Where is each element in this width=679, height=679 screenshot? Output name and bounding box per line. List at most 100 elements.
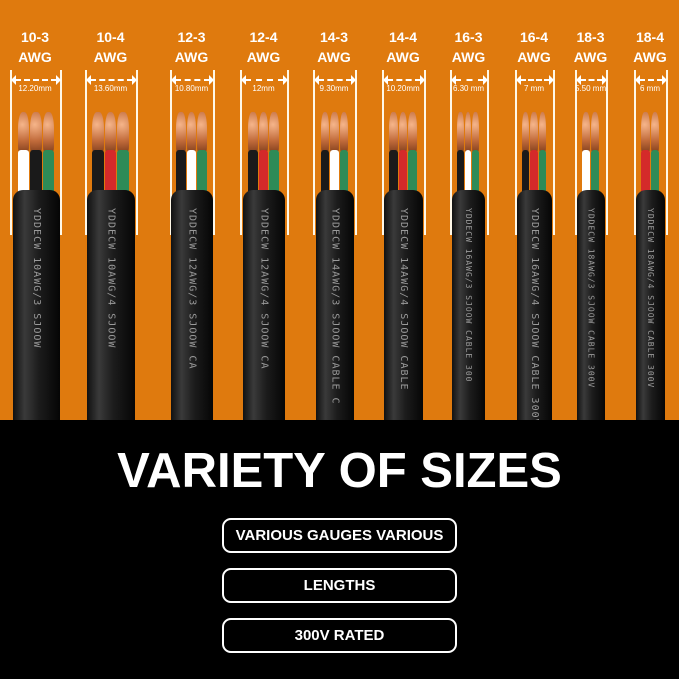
insulated-wire <box>522 150 530 195</box>
gauge-number: 14-3 <box>319 29 349 45</box>
insulated-wire <box>582 150 590 195</box>
dimension-arrow <box>516 75 554 85</box>
cable-print: YDDECW 16AWG/4 SJOOW CABLE 300V <box>529 208 540 426</box>
cable-jacket: YDDECW 14AWG/4 SJOOW CABLE <box>384 190 423 422</box>
dimension-line-left <box>450 70 452 235</box>
gauge-label: 12-4 AWG <box>229 27 299 67</box>
insulated-wire <box>117 150 129 195</box>
dimension-line-right <box>666 70 668 235</box>
copper-strands <box>339 112 348 154</box>
cable-print: YDDECW 10AWG/3 SJOOW <box>31 208 42 349</box>
dimension-arrow <box>576 75 607 85</box>
gauge-number: 18-4 <box>635 29 665 45</box>
gauge-number: 16-4 <box>519 29 549 45</box>
insulated-wire <box>104 150 117 195</box>
gauge-unit: AWG <box>517 49 551 65</box>
dimension-line-left <box>515 70 517 235</box>
headline: VARIETY OF SIZES <box>117 444 562 498</box>
insulated-wire <box>30 150 42 195</box>
gauge-number: 12-4 <box>249 29 278 45</box>
copper-strands <box>330 112 339 154</box>
diameter-label: 9.30mm <box>319 84 349 93</box>
diameter-label: 5.50 mm <box>575 84 607 93</box>
insulated-wire <box>269 150 279 195</box>
copper-strands <box>408 112 417 154</box>
copper-strands <box>464 112 472 154</box>
dimension-arrow <box>451 75 488 85</box>
cable-jacket: YDDECW 12AWG/4 SJOOW CA <box>243 190 285 422</box>
insulated-wire <box>18 150 30 195</box>
insulated-wire <box>339 150 348 195</box>
caption-band <box>0 420 679 679</box>
diameter-label: 12mm <box>252 84 275 93</box>
gauge-label: 16-4 AWG <box>499 27 569 67</box>
feature-badge-lengths: LENGTHS <box>222 568 457 603</box>
cable-jacket: YDDECW 16AWG/3 SJOOW CABLE 300 <box>452 190 485 422</box>
dimension-line-right <box>60 70 62 235</box>
dimension-arrow <box>635 75 667 85</box>
insulated-wire <box>641 150 650 195</box>
insulated-wire <box>530 150 538 195</box>
dimension-line-left <box>85 70 87 235</box>
copper-strands <box>472 112 479 154</box>
dimension-arrow <box>11 75 61 85</box>
gauge-label: 12-3 AWG <box>157 27 227 67</box>
gauge-label: 10-3 AWG <box>0 27 70 67</box>
feature-badge-gauges: VARIOUS GAUGES VARIOUS <box>222 518 457 553</box>
dimension-line-left <box>313 70 315 235</box>
dimension-line-right <box>355 70 357 235</box>
dimension-line-left <box>240 70 242 235</box>
dimension-line-left <box>634 70 636 235</box>
diameter-label: 13.60mm <box>93 84 128 93</box>
dimension-line-right <box>553 70 555 235</box>
feature-badge-rated: 300V RATED <box>222 618 457 653</box>
cable-print: YDDECW 12AWG/4 SJOOW CA <box>258 208 270 370</box>
copper-strands <box>530 112 538 154</box>
cable-print: YDDECW 18AWG/4 SJOOW CABLE 300V <box>646 208 655 389</box>
insulated-wire <box>186 150 197 195</box>
insulated-wire <box>472 150 479 195</box>
diameter-label: 6 mm <box>640 84 660 93</box>
copper-strands <box>248 112 258 154</box>
gauge-unit: AWG <box>317 49 351 65</box>
cable-jacket: YDDECW 10AWG/3 SJOOW <box>13 190 60 422</box>
diameter-label: 10.20mm <box>386 84 420 93</box>
gauge-label: 18-4 AWG <box>615 27 679 67</box>
insulated-wire <box>538 150 546 195</box>
dimension-line-right <box>213 70 215 235</box>
cable-print: YDDECW 14AWG/3 SJOOW CABLE C <box>329 208 341 405</box>
cable-jacket: YDDECW 16AWG/4 SJOOW CABLE 300V <box>517 190 552 426</box>
insulated-wire <box>408 150 417 195</box>
copper-strands <box>92 112 104 154</box>
copper-strands <box>457 112 464 154</box>
copper-strands <box>197 112 207 154</box>
gauge-number: 10-4 <box>96 29 125 45</box>
insulated-wire <box>258 150 269 195</box>
gauge-unit: AWG <box>93 49 128 65</box>
cable-jacket: YDDECW 12AWG/3 SJOOW CA <box>171 190 213 422</box>
copper-strands <box>591 112 599 154</box>
insulated-wire <box>591 150 599 195</box>
cable-print: YDDECW 16AWG/3 SJOOW CABLE 300 <box>464 208 473 383</box>
gauge-unit: AWG <box>451 49 486 65</box>
gauge-number: 18-3 <box>576 29 605 45</box>
gauge-label: 16-3 AWG <box>434 27 504 67</box>
insulated-wire <box>197 150 207 195</box>
gauge-number: 14-4 <box>388 29 418 45</box>
gauge-label: 14-4 AWG <box>368 27 438 67</box>
insulated-wire <box>248 150 258 195</box>
copper-strands <box>398 112 408 154</box>
dimension-arrow <box>171 75 214 85</box>
cable-jacket: YDDECW 10AWG/4 SJOOW <box>87 190 135 422</box>
insulated-wire <box>176 150 186 195</box>
insulated-wire <box>464 150 472 195</box>
dimension-line-left <box>382 70 384 235</box>
cable-print: YDDECW 12AWG/3 SJOOW CA <box>186 208 198 370</box>
insulated-wire <box>92 150 104 195</box>
insulated-wire <box>457 150 464 195</box>
gauge-unit: AWG <box>246 49 281 65</box>
cable-jacket: YDDECW 14AWG/3 SJOOW CABLE C <box>316 190 354 422</box>
copper-strands <box>258 112 269 154</box>
insulated-wire <box>330 150 339 195</box>
